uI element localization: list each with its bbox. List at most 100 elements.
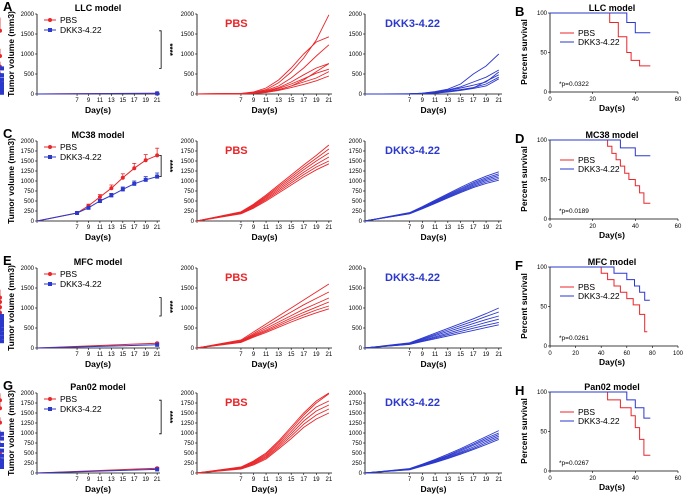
pbs-point [143,158,148,163]
pbs-point [0,54,2,58]
significance-stars: **** [165,160,174,173]
dkk-individual-xtick-label: 9 [421,98,425,104]
pbs-point [109,186,114,191]
survival-y-title: Percent survival [519,273,529,339]
mean-plot-ytick-label: 500 [24,326,35,332]
dkk-point [97,199,102,203]
survival-xtick-label: 40 [632,476,639,482]
pbs-individual-xtick-label: 11 [263,225,270,231]
pbs-point [0,406,2,411]
pbs-mean-line [36,154,158,222]
dkk-individual-ytick-label: 1750 [349,149,363,155]
mean-plot-xtick-label: 19 [142,477,149,483]
panel-title: MFC model [74,257,123,267]
survival-xtick-label: 40 [632,97,639,103]
survival-ytick-label: 0 [544,344,548,350]
pbs-individual-curve [196,305,330,349]
survival-dkk-curve [550,391,651,419]
pbs-individual-curve [196,297,330,349]
dkk-individual-ytick-label: 750 [352,189,363,195]
dkk-individual-xtick-label: 17 [470,225,477,231]
dkk-individual-xtick-label: 17 [470,477,477,483]
pbs-point [132,166,137,171]
dkk-individual-curve [364,324,499,349]
pbs-individual-curve [196,291,330,349]
survival-legend-pbs-label: PBS [578,155,595,165]
mean-plot-ytick-label: 2000 [21,266,35,272]
mean-plot-xtick-label: 15 [119,477,126,483]
pbs-individual-ytick-label: 0 [191,219,195,225]
survival-x-title: Day(s) [599,357,625,367]
pbs-individual-ytick-label: 2000 [181,266,195,272]
row-3: G Pan02 model0250500750100012501500175020… [0,378,682,494]
pbs-individual-xtick-label: 19 [313,98,320,104]
legend-pbs-marker [48,272,52,276]
survival-xtick-label: 60 [675,224,682,230]
mean-plot-ytick-label: 1500 [21,32,35,38]
pbs-individual-xtick-label: 13 [275,477,282,483]
mean-plot-xtick-label: 17 [131,225,138,231]
dkk-point [132,181,137,186]
pbs-individual-ytick-label: 1250 [181,421,195,427]
dkk-point [155,342,160,347]
mean-plot-xtick-label: 19 [142,225,149,231]
pbs-individual-ytick-label: 1000 [181,306,195,312]
pbs-individual-xtick-label: 19 [313,352,320,358]
significance-bracket [159,297,162,317]
legend-dkk-label: DKK3-4.22 [60,404,102,414]
dkk-point [0,81,4,86]
dkk-point [0,458,4,463]
dkk-individual-xtick-label: 13 [444,225,451,231]
mean-plot-xtick-label: 17 [131,477,138,483]
pbs-individual-curve [196,160,330,222]
dkk-individual-xtick-label: 11 [432,98,439,104]
dkk-individual-xtick-label: 17 [470,352,477,358]
pbs-individual-curve [196,152,330,222]
mean-plot-ytick-label: 750 [24,441,35,447]
survival-xtick-label: 40 [598,351,605,357]
dkk-individual-xtick-label: 13 [444,477,451,483]
dkk-individual-curve [364,74,500,95]
x-axis-title: Day(s) [421,232,447,242]
pbs-individual-ytick-label: 250 [184,461,195,467]
mean-plot-ytick-label: 500 [24,451,35,457]
pbs-point [97,195,102,199]
dkk-individual-ytick-label: 0 [359,346,363,352]
pbs-individual-ytick-label: 1500 [181,159,195,165]
pbs-individual-xtick-label: 15 [288,98,295,104]
x-axis-title: Day(s) [421,484,447,494]
mean-plot-xtick-label: 11 [97,225,104,231]
dkk-individual-xtick-label: 19 [483,352,490,358]
pbs-individual-xtick-label: 11 [263,98,270,104]
mean-plot-xtick-label: 15 [119,352,126,358]
dkk-group-label: DKK3-4.22 [385,397,440,409]
mean-plot-xtick-label: 19 [142,352,149,358]
dkk-individual-xtick-label: 15 [457,477,464,483]
mean-plot-ytick-label: 0 [31,471,35,477]
pbs-individual-curve [196,393,330,474]
survival-xtick-label: 0 [548,97,552,103]
dkk-individual-curve [364,318,499,349]
survival-ytick-label: 0 [544,90,548,96]
pbs-individual-xtick-label: 11 [263,477,270,483]
dkk-individual-xtick-label: 11 [432,477,439,483]
mean-plot-ytick-label: 2000 [21,391,35,397]
pbs-individual-ytick-label: 1000 [181,179,195,185]
pbs-individual-curve [196,44,330,95]
survival-x-title: Day(s) [599,482,625,492]
pbs-individual-curve [196,400,330,474]
pbs-individual-xtick-label: 21 [326,352,333,358]
dkk-individual-curve [364,53,500,95]
pbs-individual-xtick-label: 9 [252,98,256,104]
pbs-individual-ytick-label: 1750 [181,401,195,407]
dkk-individual-xtick-label: 9 [421,352,425,358]
pbs-individual-ytick-label: 1500 [181,411,195,417]
survival-pvalue: *p=0.0267 [559,460,589,467]
mean-plot-ytick-label: 250 [24,461,35,467]
survival-dkk-curve [550,139,651,157]
dkk-point [143,177,148,182]
pbs-individual-curve [196,308,330,349]
survival-x-title: Day(s) [599,103,625,113]
dkk-point [0,77,4,82]
dkk-individual-ytick-label: 1500 [349,159,363,165]
